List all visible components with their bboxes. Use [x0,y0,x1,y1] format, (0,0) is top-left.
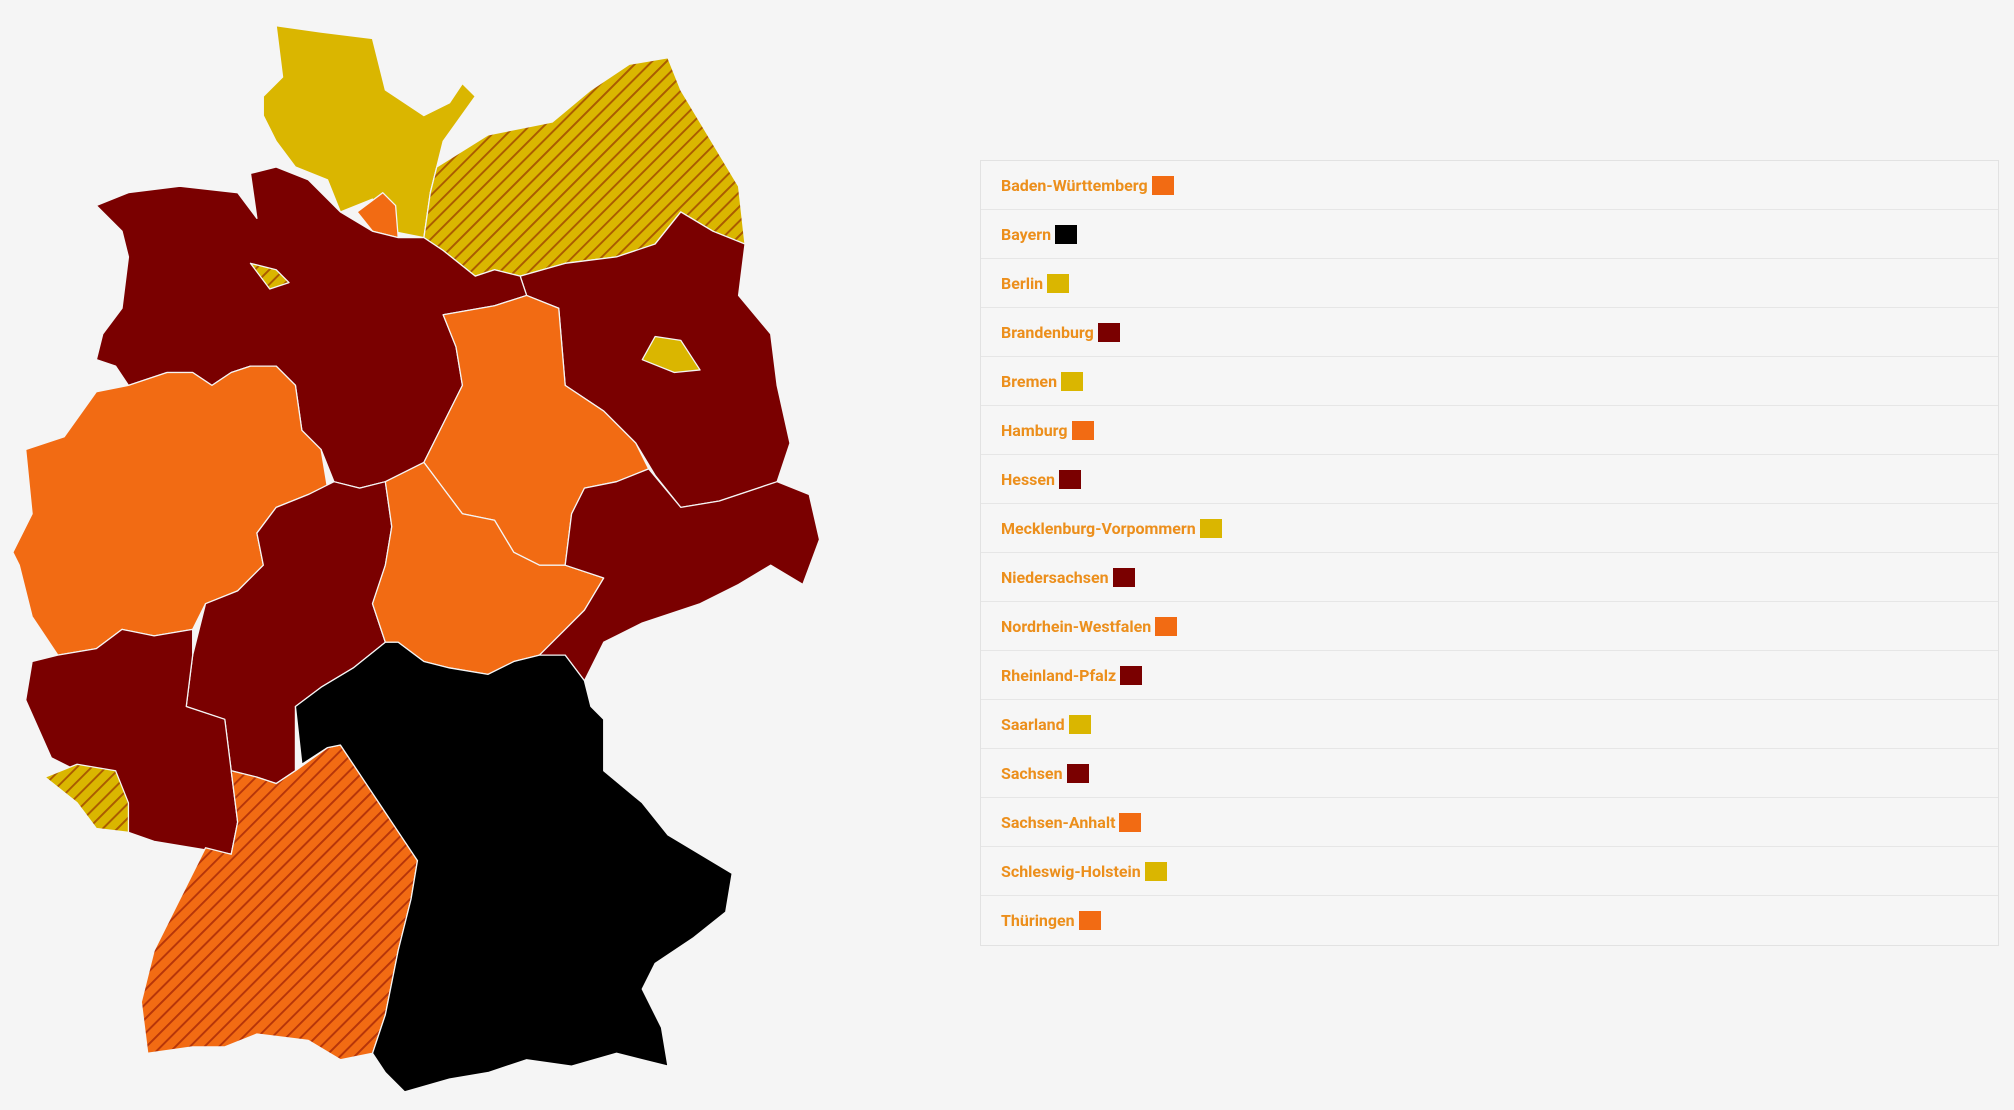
color-swatch [1071,420,1094,440]
color-swatch [1120,665,1143,685]
state-region[interactable] [538,468,821,682]
state-name: Bremen [1001,371,1058,391]
state-region[interactable] [356,192,399,239]
state-list: Baden-Württemberg Bayern Berlin Brandenburg… [980,160,1999,946]
state-name: Berlin [1001,273,1044,293]
state-name: Rheinland-Pfalz [1001,665,1117,685]
state-name: Baden-Württemberg [1001,175,1148,195]
state-item[interactable]: Sachsen-Anhalt [981,798,1998,847]
color-swatch [1151,175,1174,195]
state-name: Brandenburg [1001,322,1094,342]
state-name: Bayern [1001,224,1052,244]
color-swatch [1155,616,1178,636]
color-swatch [1055,224,1078,244]
state-item[interactable]: Niedersachsen [981,553,1998,602]
state-name: Hamburg [1001,420,1068,440]
state-item[interactable]: Bremen [981,357,1998,406]
state-item[interactable]: Sachsen [981,749,1998,798]
color-swatch [1144,861,1167,881]
color-swatch [1047,273,1070,293]
state-region[interactable] [249,262,290,290]
state-item[interactable]: Mecklenburg-Vorpommern [981,504,1998,553]
color-swatch [1061,371,1084,391]
state-name: Mecklenburg-Vorpommern [1001,518,1196,538]
color-swatch [1078,911,1101,930]
state-item[interactable]: Schleswig-Holstein [981,847,1998,896]
state-name: Sachsen-Anhalt [1001,812,1116,832]
state-name: Sachsen [1001,763,1063,783]
state-region[interactable] [641,335,701,374]
state-region[interactable] [44,763,130,833]
state-name: Nordrhein-Westfalen [1001,616,1152,636]
color-swatch [1058,469,1081,489]
state-item[interactable]: Hamburg [981,406,1998,455]
germany-map [12,25,821,1093]
color-swatch [1097,322,1120,342]
state-item[interactable]: Hessen [981,455,1998,504]
state-item[interactable]: Baden-Württemberg [981,161,1998,210]
state-item[interactable]: Saarland [981,700,1998,749]
state-region[interactable] [294,641,733,1093]
color-swatch [1068,714,1091,734]
state-item[interactable]: Thüringen [981,896,1998,945]
state-name: Hessen [1001,469,1055,489]
state-item[interactable]: Berlin [981,259,1998,308]
color-swatch [1119,812,1142,832]
state-name: Niedersachsen [1001,567,1109,587]
state-name: Thüringen [1001,911,1075,930]
state-region[interactable] [262,25,476,239]
state-name: Schleswig-Holstein [1001,861,1141,881]
state-item[interactable]: Nordrhein-Westfalen [981,602,1998,651]
state-name: Saarland [1001,714,1065,734]
color-swatch [1199,518,1222,538]
state-item[interactable]: Brandenburg [981,308,1998,357]
state-item[interactable]: Rheinland-Pfalz [981,651,1998,700]
state-item[interactable]: Bayern [981,210,1998,259]
color-swatch [1112,567,1135,587]
color-swatch [1066,763,1089,783]
